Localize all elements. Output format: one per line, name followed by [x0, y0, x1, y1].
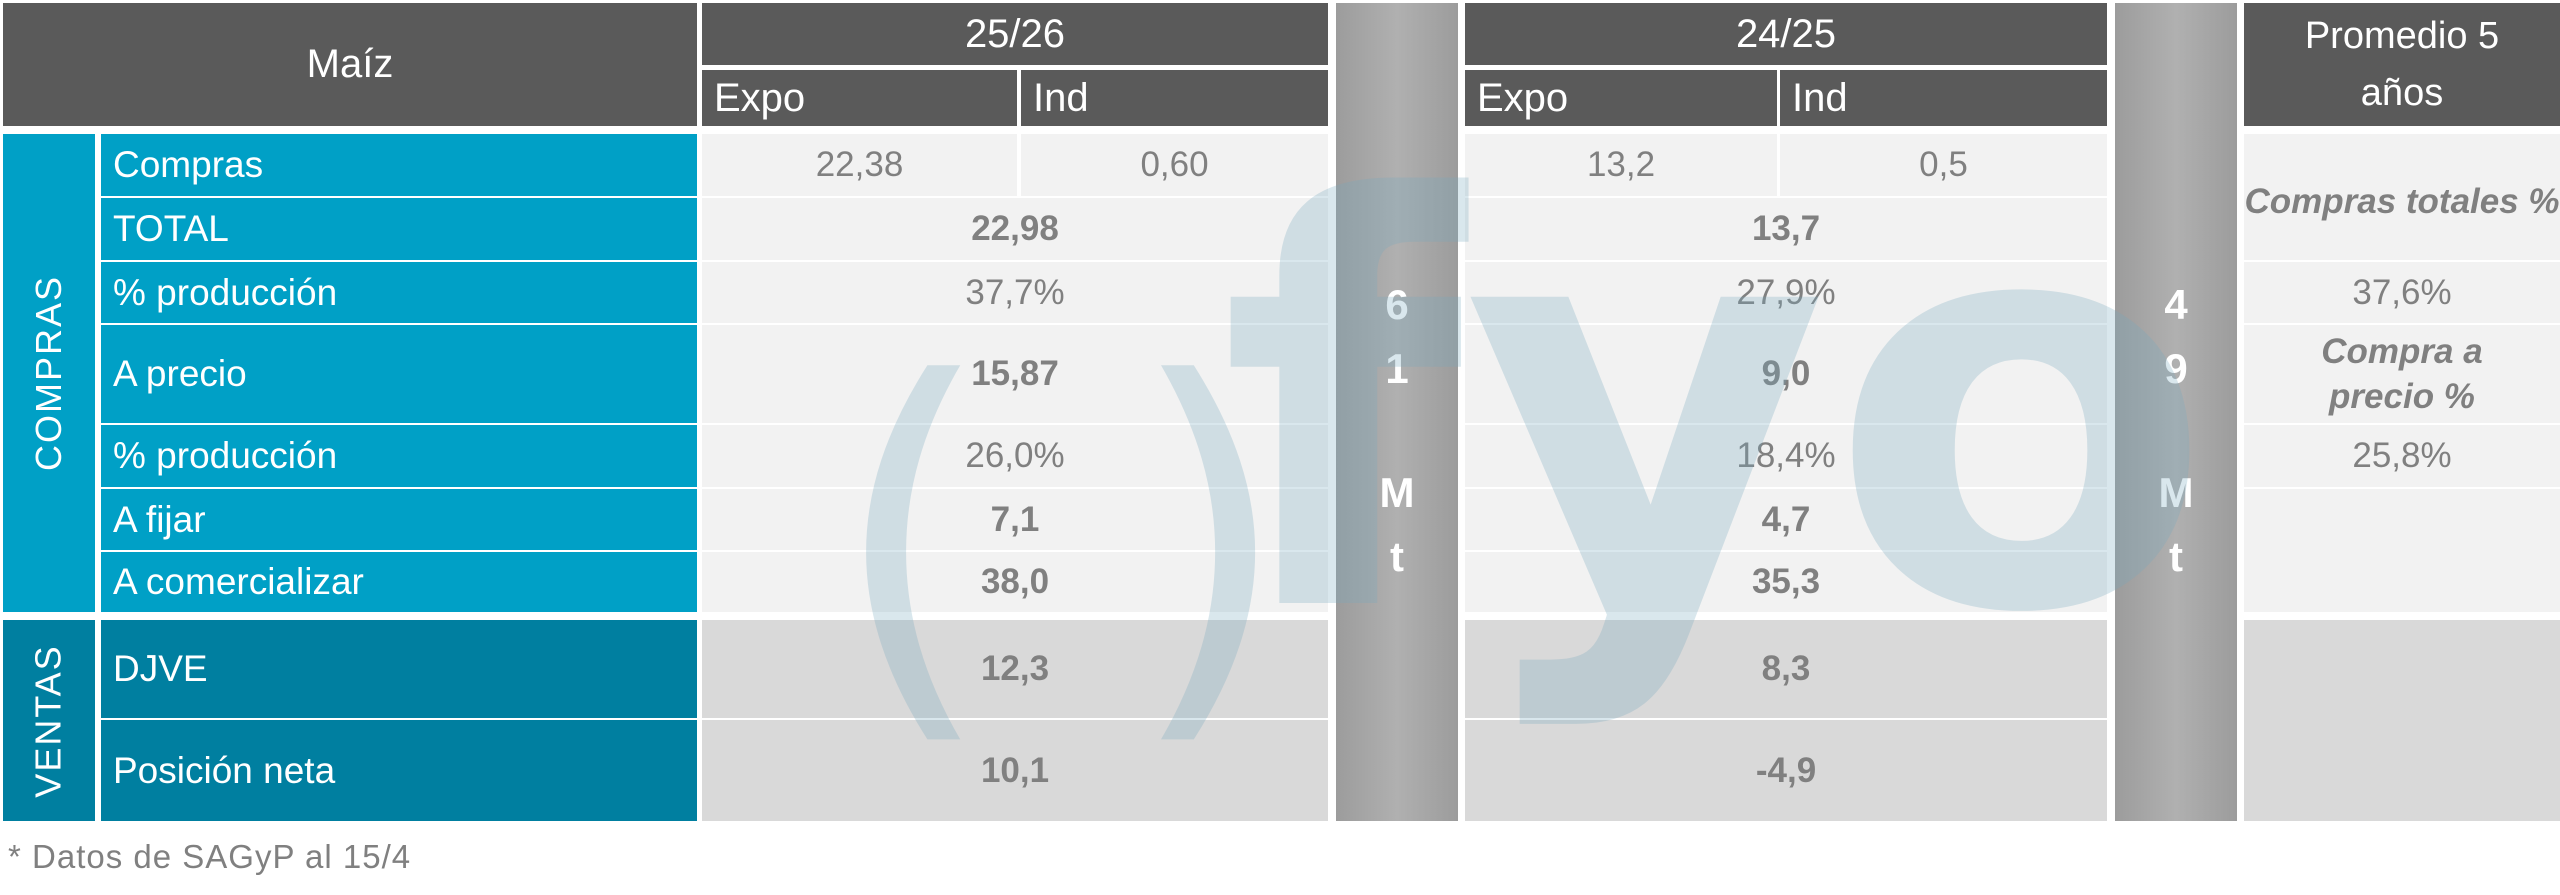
production-unit: t	[2169, 533, 2183, 580]
ventas-section-label: VENTAS	[3, 620, 95, 821]
cell-24-25: 18,4%	[1465, 425, 2107, 487]
production-digit: 1	[1385, 345, 1409, 392]
average-value-compras-totales: 37,6%	[2244, 262, 2560, 323]
product-header: Maíz	[3, 3, 697, 126]
cell-24-25: 35,3	[1465, 552, 2107, 612]
average-header: Promedio 5 años	[2244, 3, 2560, 126]
production-unit: t	[1390, 533, 1404, 580]
cell-24-25: 4,7	[1465, 489, 2107, 550]
cell-25-26: 7,1	[702, 489, 1328, 550]
average-ventas-empty	[2244, 620, 2560, 821]
season-25-26-header: 25/26	[702, 3, 1328, 65]
row-label-a-precio: A precio	[101, 325, 697, 423]
production-24-25: 4 9 M t	[2115, 3, 2237, 821]
ind-header-24-25: Ind	[1780, 70, 2107, 126]
cell-25-26: 37,7%	[702, 262, 1328, 323]
production-unit: M	[1379, 469, 1415, 516]
row-label-compras: Compras	[101, 134, 697, 196]
cell-24-25-expo: 13,2	[1465, 134, 1777, 196]
row-label-a-fijar: A fijar	[101, 489, 697, 550]
cell-24-25: 8,3	[1465, 620, 2107, 718]
ventas-text: VENTAS	[28, 643, 69, 798]
cell-25-26: 12,3	[702, 620, 1328, 718]
season-24-25-header: 24/25	[1465, 3, 2107, 65]
row-label-posicion-neta: Posición neta	[101, 720, 697, 821]
average-empty	[2244, 489, 2560, 612]
cell-24-25: 9,0	[1465, 325, 2107, 423]
cell-25-26: 10,1	[702, 720, 1328, 821]
expo-header-24-25: Expo	[1465, 70, 1777, 126]
cell-25-26-expo: 22,38	[702, 134, 1017, 196]
production-25-26: 6 1 M t	[1336, 3, 1458, 821]
cell-25-26: 22,98	[702, 198, 1328, 260]
row-label-a-comercializar: A comercializar	[101, 552, 697, 612]
production-unit: M	[2158, 469, 2194, 516]
production-digit: 4	[2164, 281, 2188, 328]
production-digit: 6	[1385, 281, 1409, 328]
expo-header-25-26: Expo	[702, 70, 1017, 126]
cell-24-25: -4,9	[1465, 720, 2107, 821]
average-label-compras-totales: Compras totales %	[2244, 134, 2560, 260]
footnote: * Datos de SAGyP al 15/4	[8, 838, 412, 875]
average-value-compra-a-precio: 25,8%	[2244, 425, 2560, 487]
row-label-pct-produccion: % producción	[101, 262, 697, 323]
cell-25-26: 38,0	[702, 552, 1328, 612]
compras-section-label: COMPRAS	[3, 134, 95, 612]
row-label-djve: DJVE	[101, 620, 697, 718]
cell-24-25: 27,9%	[1465, 262, 2107, 323]
cell-25-26-ind: 0,60	[1021, 134, 1328, 196]
average-label-compra-a-precio: Compra a precio %	[2244, 325, 2560, 423]
row-label-total: TOTAL	[101, 198, 697, 260]
cell-25-26: 15,87	[702, 325, 1328, 423]
compras-text: COMPRAS	[28, 274, 69, 472]
cell-25-26: 26,0%	[702, 425, 1328, 487]
production-digit: 9	[2164, 345, 2188, 392]
ind-header-25-26: Ind	[1021, 70, 1328, 126]
cell-24-25-ind: 0,5	[1780, 134, 2107, 196]
cell-24-25: 13,7	[1465, 198, 2107, 260]
row-label-pct-produccion: % producción	[101, 425, 697, 487]
